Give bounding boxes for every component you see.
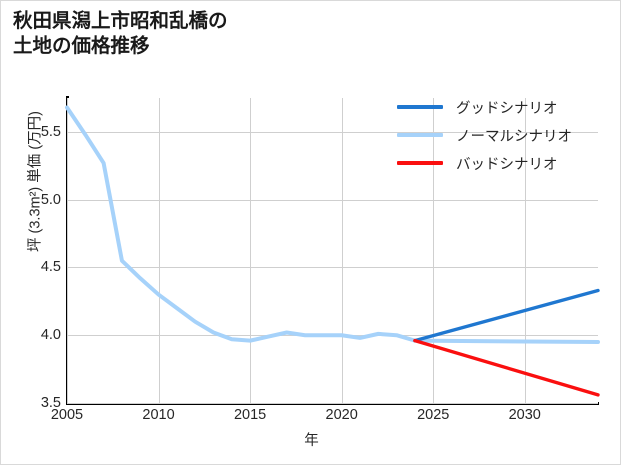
- gridline-horizontal: [67, 267, 598, 269]
- series-lines: [65, 105, 600, 397]
- legend-item[interactable]: グッドシナリオ: [397, 93, 612, 121]
- series-line-bad: [413, 338, 600, 397]
- legend-label: ノーマルシナリオ: [456, 128, 572, 145]
- legend-label: バッドシナリオ: [456, 156, 558, 173]
- gridline-horizontal: [67, 131, 598, 133]
- chart-title: 秋田県潟上市昭和乱橋の 土地の価格推移: [13, 10, 228, 58]
- gridline-vertical: [433, 98, 435, 403]
- y-tick-label: 4.5: [40, 259, 61, 276]
- plot-area: [65, 98, 600, 404]
- y-tick-label: 5.5: [40, 123, 61, 140]
- chart-legend: グッドシナリオ ノーマルシナリオ バッドシナリオ: [397, 93, 612, 177]
- x-tick-label: 2005: [50, 407, 84, 423]
- x-tick-label: 2015: [233, 407, 267, 423]
- gridline-vertical: [158, 98, 160, 403]
- series-line-normal: [65, 105, 600, 344]
- x-axis-label: 年: [304, 433, 319, 449]
- legend-item[interactable]: バッドシナリオ: [397, 149, 612, 177]
- gridline-vertical: [341, 98, 343, 403]
- series-line-good: [413, 288, 600, 343]
- x-tick-label: 2010: [142, 407, 175, 423]
- gridline-horizontal: [67, 199, 598, 201]
- y-tick-label: 3.5: [40, 395, 61, 411]
- plot-background: [67, 98, 598, 403]
- y-tick-label: 5.0: [40, 191, 61, 208]
- x-tick-label: 2025: [417, 407, 450, 423]
- gridline-vertical: [250, 98, 252, 403]
- y-axis-label: 坪 (3.3m²) 単価 (万円): [27, 111, 44, 252]
- gridline-vertical: [524, 98, 526, 403]
- legend-label: グッドシナリオ: [456, 100, 558, 117]
- x-tick-label: 2030: [508, 407, 541, 423]
- legend-item[interactable]: ノーマルシナリオ: [397, 121, 612, 149]
- legend-swatch-icon: [397, 161, 443, 165]
- x-tick-label: 2020: [325, 407, 358, 423]
- gridline-horizontal: [67, 403, 598, 404]
- y-tick-label: 4.0: [40, 327, 61, 344]
- legend-swatch-icon: [397, 105, 443, 109]
- legend-swatch-icon: [397, 133, 443, 137]
- y-axis-tick-labels: 3.5 4.0 4.5 5.0 5.5: [1, 1, 61, 464]
- gridline-vertical: [67, 98, 68, 403]
